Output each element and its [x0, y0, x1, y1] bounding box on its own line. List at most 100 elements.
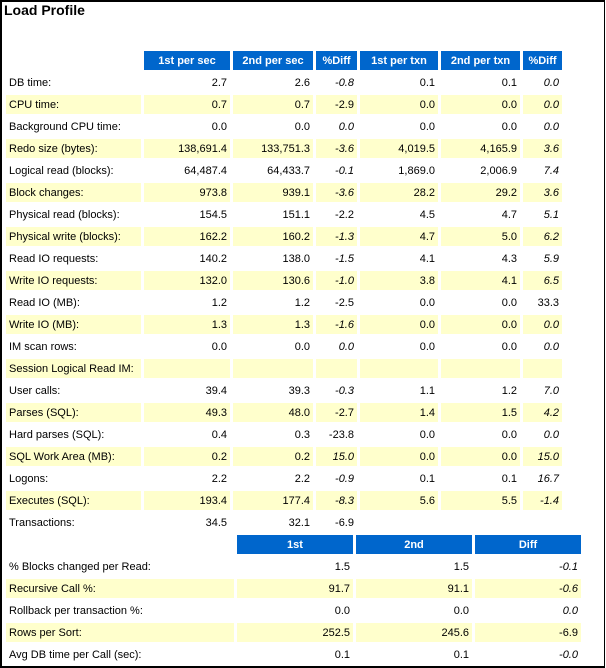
- value-cell: 4,019.5: [360, 139, 438, 158]
- value-cell: 130.6: [233, 271, 313, 290]
- value-cell: 91.1: [356, 579, 472, 598]
- value-cell: 1.5: [334, 560, 350, 573]
- value-cell: 5.0: [441, 227, 520, 246]
- table-row: Logical read (blocks): 64,487.4 64,433.7 -0…: [6, 161, 562, 180]
- value-cell: 0.0: [419, 120, 435, 133]
- value-cell: 1.2: [501, 384, 517, 397]
- value-cell: 28.2: [360, 183, 438, 202]
- table-row: Rows per Sort: 252.5 245.6 -6.9: [6, 623, 581, 642]
- value-cell: [233, 359, 313, 378]
- value-cell: 0.2: [233, 447, 313, 466]
- header-row: 1st 2nd Diff: [6, 535, 581, 554]
- value-cell: 0.1: [334, 648, 350, 661]
- value-cell: 0.0: [501, 296, 517, 309]
- value-cell: [360, 359, 438, 378]
- table-row: Write IO (MB): 1.3 1.3 -1.6 0.0 0.0 0.0: [6, 315, 562, 334]
- column-header: 1st: [237, 535, 353, 554]
- diff-cell: -0.1: [559, 560, 578, 573]
- table-row: Hard parses (SQL): 0.4 0.3 -23.8 0.0 0.0 0.0: [6, 425, 562, 444]
- value-cell: 0.0: [501, 120, 517, 133]
- table-row: Executes (SQL): 193.4 177.4 -8.3 5.6 5.5 -1.4: [6, 491, 562, 510]
- value-cell: 0.0: [360, 447, 438, 466]
- row-label: Block changes:: [6, 183, 141, 202]
- value-cell: 177.4: [233, 491, 313, 510]
- row-label: Logical read (blocks):: [9, 164, 114, 177]
- diff-cell: -0.1: [335, 164, 354, 177]
- diff-cell: -2.7: [316, 403, 357, 422]
- diff-cell: 15.0: [316, 447, 357, 466]
- value-cell: 1.2: [294, 296, 310, 309]
- diff-cell: 3.6: [523, 139, 562, 158]
- header-row: 1st per sec 2nd per sec %Diff 1st per txn 2n…: [6, 51, 562, 70]
- value-cell: 4.7: [501, 208, 517, 221]
- value-cell: 162.2: [144, 227, 230, 246]
- value-cell: 1.3: [233, 315, 313, 334]
- value-cell: 0.1: [501, 472, 517, 485]
- diff-cell: -1.6: [316, 315, 357, 334]
- table-row: Logons: 2.2 2.2 -0.9 0.1 0.1 16.7: [6, 469, 562, 488]
- column-header: 1st per sec: [144, 51, 230, 70]
- row-label: Parses (SQL):: [6, 403, 141, 422]
- diff-cell: [316, 359, 357, 378]
- table-row: Block changes: 973.8 939.1 -3.6 28.2 29.2 3.6: [6, 183, 562, 202]
- diff-cell: 0.0: [543, 76, 559, 89]
- table-row: IM scan rows: 0.0 0.0 0.0 0.0 0.0 0.0: [6, 337, 562, 356]
- value-cell: 2.2: [211, 472, 227, 485]
- value-cell: 1.5: [441, 403, 520, 422]
- value-cell: 29.2: [441, 183, 520, 202]
- value-cell: [441, 513, 520, 532]
- diff-cell: 16.7: [537, 472, 559, 485]
- diff-cell: 33.3: [537, 296, 559, 309]
- diff-cell: 3.6: [523, 183, 562, 202]
- value-cell: 5.5: [441, 491, 520, 510]
- value-cell: 64,487.4: [184, 164, 227, 177]
- value-cell: 64,433.7: [267, 164, 310, 177]
- table-row: % Blocks changed per Read: 1.5 1.5 -0.1: [6, 557, 581, 576]
- diff-cell: -0.0: [559, 648, 578, 661]
- table-row: Read IO requests: 140.2 138.0 -1.5 4.1 4.3 5.9: [6, 249, 562, 268]
- row-label: Hard parses (SQL):: [9, 428, 105, 441]
- diff-cell: 15.0: [523, 447, 562, 466]
- value-cell: 132.0: [144, 271, 230, 290]
- value-cell: 4.3: [501, 252, 517, 265]
- value-cell: 0.0: [294, 120, 310, 133]
- value-cell: 0.0: [441, 315, 520, 334]
- value-cell: 1.2: [211, 296, 227, 309]
- value-cell: 151.1: [282, 208, 310, 221]
- value-cell: 0.1: [501, 76, 517, 89]
- value-cell: 138,691.4: [144, 139, 230, 158]
- value-cell: 0.1: [453, 648, 469, 661]
- table-row: Avg DB time per Call (sec): 0.1 0.1 -0.0: [6, 645, 581, 664]
- header-blank: [6, 535, 234, 554]
- row-label: Physical read (blocks):: [9, 208, 120, 221]
- diff-cell: 6.2: [523, 227, 562, 246]
- table-row: Session Logical Read IM:: [6, 359, 562, 378]
- value-cell: 39.4: [205, 384, 227, 397]
- diff-cell: 0.0: [562, 604, 578, 617]
- value-cell: 939.1: [233, 183, 313, 202]
- table-row: Parses (SQL): 49.3 48.0 -2.7 1.4 1.5 4.2: [6, 403, 562, 422]
- column-header: 2nd per sec: [233, 51, 313, 70]
- diff-cell: 4.2: [523, 403, 562, 422]
- diff-cell: 5.1: [543, 208, 559, 221]
- value-cell: 4.5: [419, 208, 435, 221]
- value-cell: 0.0: [360, 95, 438, 114]
- value-cell: 245.6: [356, 623, 472, 642]
- diff-cell: 0.0: [338, 120, 354, 133]
- value-cell: 0.3: [294, 428, 310, 441]
- diff-cell: 7.0: [543, 384, 559, 397]
- row-label: Background CPU time:: [9, 120, 121, 133]
- row-label: Avg DB time per Call (sec):: [9, 648, 142, 661]
- diff-cell: 6.5: [523, 271, 562, 290]
- diff-cell: -2.5: [335, 296, 354, 309]
- value-cell: 0.0: [360, 315, 438, 334]
- row-label: Read IO (MB):: [9, 296, 80, 309]
- value-cell: 2.7: [211, 76, 227, 89]
- row-label: Logons:: [9, 472, 49, 485]
- row-label: % Blocks changed per Read:: [9, 560, 151, 573]
- diff-cell: 0.0: [543, 428, 559, 441]
- value-cell: 39.3: [288, 384, 310, 397]
- value-cell: 973.8: [144, 183, 230, 202]
- row-label: Write IO (MB):: [6, 315, 141, 334]
- value-cell: 0.0: [501, 428, 517, 441]
